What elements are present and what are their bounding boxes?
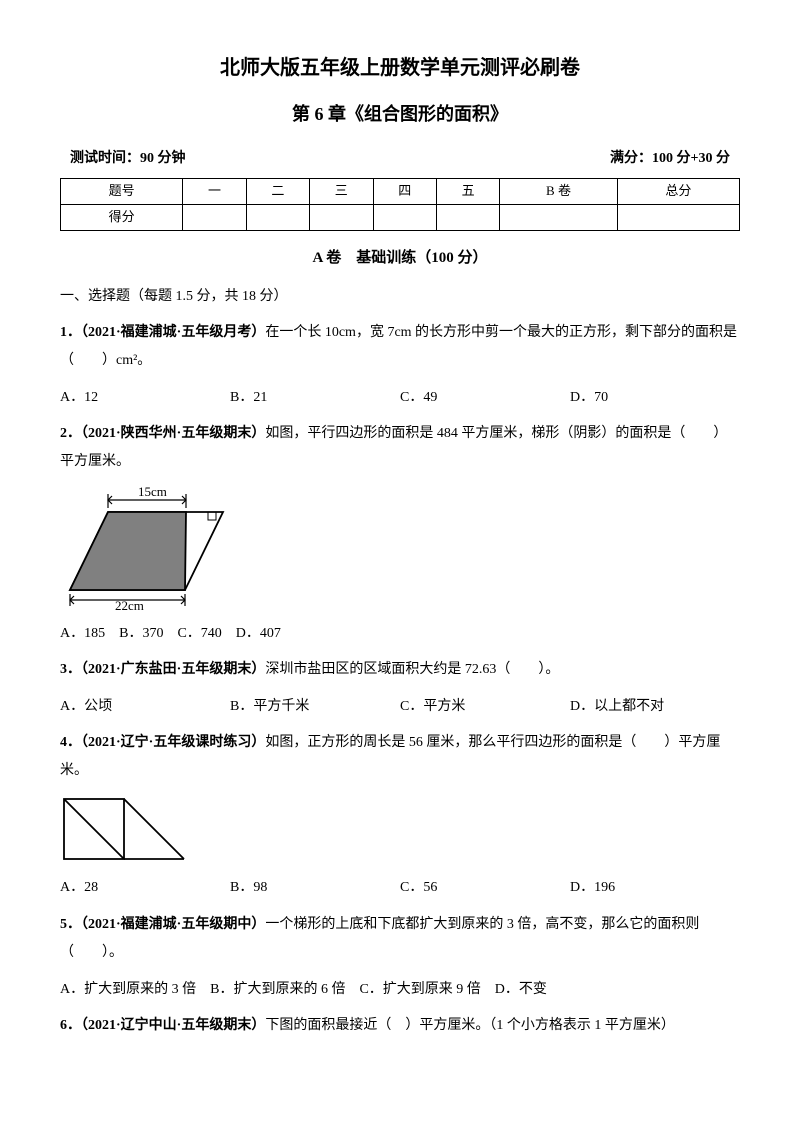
score-label: 满分：: [610, 151, 652, 166]
question-4: 4．（2021·辽宁·五年级课时练习）如图，正方形的周长是 56 厘米，那么平行…: [60, 729, 740, 785]
opt-a: A．12: [60, 385, 230, 410]
sub-title: 第 6 章《组合图形的面积》: [60, 98, 740, 130]
th: 一: [183, 178, 246, 204]
opt-b: B．平方千米: [230, 694, 400, 719]
opt-a: A．公顷: [60, 694, 230, 719]
row-label: 得分: [61, 204, 183, 230]
q-text: 下图的面积最接近（ ）平方厘米。（1 个小方格表示 1 平方厘米）: [265, 1018, 675, 1033]
info-row: 测试时间：90 分钟 满分：100 分+30 分: [60, 146, 740, 171]
q-num: 1．: [60, 325, 81, 340]
q-num: 6．: [60, 1018, 81, 1033]
cell: [246, 204, 309, 230]
question-2: 2．（2021·陕西华州·五年级期末）如图，平行四边形的面积是 484 平方厘米…: [60, 420, 740, 476]
th: 三: [310, 178, 373, 204]
q-num: 4．: [60, 735, 81, 750]
cell: [183, 204, 246, 230]
opt-c: C．平方米: [400, 694, 570, 719]
parallelogram-diagram: 15cm 22cm: [60, 486, 240, 611]
cell: [617, 204, 739, 230]
score-value: 100 分+30 分: [652, 151, 730, 166]
q-source: （2021·陕西华州·五年级期末）: [81, 426, 265, 441]
q-num: 2．: [60, 426, 81, 441]
section1-title: 一、选择题（每题 1.5 分，共 18 分）: [60, 284, 740, 309]
score-info: 满分：100 分+30 分: [610, 146, 730, 171]
q4-options: A．28 B．98 C．56 D．196: [60, 875, 740, 900]
opt-b: B．21: [230, 385, 400, 410]
q-text: 深圳市盐田区的区域面积大约是 72.63（ ）。: [265, 662, 559, 677]
opt-d: D．以上都不对: [570, 694, 740, 719]
q-source: （2021·福建浦城·五年级月考）: [81, 325, 265, 340]
table-row: 得分: [61, 204, 740, 230]
q-source: （2021·辽宁中山·五年级期末）: [81, 1018, 265, 1033]
section-a-header: A 卷 基础训练（100 分）: [60, 245, 740, 272]
q1-options: A．12 B．21 C．49 D．70: [60, 385, 740, 410]
cell: [436, 204, 499, 230]
figure-q4: [60, 795, 740, 865]
q-source: （2021·辽宁·五年级课时练习）: [81, 735, 265, 750]
cell: [500, 204, 617, 230]
time-info: 测试时间：90 分钟: [70, 146, 186, 171]
th: 总分: [617, 178, 739, 204]
th: 五: [436, 178, 499, 204]
opt-a: A．28: [60, 875, 230, 900]
cell: [373, 204, 436, 230]
q5-options: A．扩大到原来的 3 倍 B．扩大到原来的 6 倍 C．扩大到原来 9 倍 D．…: [60, 977, 740, 1002]
dim-top: 15cm: [138, 486, 167, 499]
main-title: 北师大版五年级上册数学单元测评必刷卷: [60, 50, 740, 86]
q2-options: A．185 B．370 C．740 D．407: [60, 621, 740, 646]
table-row: 题号 一 二 三 四 五 B 卷 总分: [61, 178, 740, 204]
q-source: （2021·广东盐田·五年级期末）: [81, 662, 265, 677]
figure-q2: 15cm 22cm: [60, 486, 740, 611]
opt-b: B．98: [230, 875, 400, 900]
q-num: 5．: [60, 917, 81, 932]
square-parallelogram-diagram: [60, 795, 190, 865]
q-source: （2021·福建浦城·五年级期中）: [81, 917, 265, 932]
q3-options: A．公顷 B．平方千米 C．平方米 D．以上都不对: [60, 694, 740, 719]
th: 题号: [61, 178, 183, 204]
question-5: 5．（2021·福建浦城·五年级期中）一个梯形的上底和下底都扩大到原来的 3 倍…: [60, 911, 740, 967]
opt-d: D．196: [570, 875, 740, 900]
opt-c: C．49: [400, 385, 570, 410]
opt-d: D．70: [570, 385, 740, 410]
cell: [310, 204, 373, 230]
th: 二: [246, 178, 309, 204]
dim-bottom: 22cm: [115, 598, 144, 611]
time-value: 90 分钟: [140, 151, 186, 166]
time-label: 测试时间：: [70, 151, 140, 166]
q-num: 3．: [60, 662, 81, 677]
question-3: 3．（2021·广东盐田·五年级期末）深圳市盐田区的区域面积大约是 72.63（…: [60, 656, 740, 684]
question-1: 1．（2021·福建浦城·五年级月考）在一个长 10cm，宽 7cm 的长方形中…: [60, 319, 740, 375]
score-table: 题号 一 二 三 四 五 B 卷 总分 得分: [60, 178, 740, 231]
th: B 卷: [500, 178, 617, 204]
question-6: 6．（2021·辽宁中山·五年级期末）下图的面积最接近（ ）平方厘米。（1 个小…: [60, 1012, 740, 1040]
opt-c: C．56: [400, 875, 570, 900]
th: 四: [373, 178, 436, 204]
